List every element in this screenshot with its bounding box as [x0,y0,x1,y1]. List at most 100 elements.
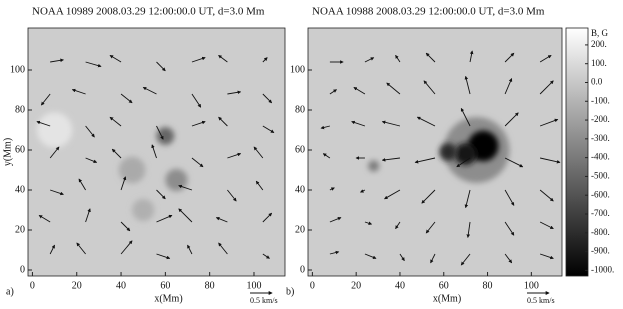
x-axis-label: x(Mm) [433,293,461,304]
colorbar-tick-label: -900. [591,246,610,256]
velocity-arrow [142,86,157,95]
velocity-arrow [329,217,342,223]
velocity-arrow [36,120,51,127]
y-tick-label: 60 [295,144,305,155]
velocity-arrow [156,214,173,223]
chart-title: NOAA 10989 2008.03.29 12:00:00.0 UT, d=3… [32,6,265,18]
y-tick-label: 80 [15,104,25,115]
velocity-arrow [359,189,366,193]
colorbar-tick-label: -500. [591,170,610,180]
velocity-arrow [329,187,335,191]
field-layer [320,50,561,266]
chart-title: NOAA 10988 2008.03.29 12:00:00.0 UT, d=3… [312,6,545,18]
velocity-arrow [156,189,166,200]
plot-background [28,28,285,276]
x-tick-label: 60 [439,280,449,291]
y-tick-label: 40 [295,184,305,195]
velocity-arrow [364,57,375,63]
panel-label: a) [6,286,14,297]
plot-frame [307,27,563,277]
velocity-arrow [78,178,86,191]
velocity-arrow [504,78,513,95]
velocity-arrow [191,93,202,108]
colorbar-tick-label: -700. [591,208,610,218]
velocity-arrow [111,148,122,159]
x-tick-label: 20 [72,280,82,291]
velocity-arrow [329,250,340,255]
plot-background [308,28,562,276]
x-tick-label: 0 [30,280,35,291]
velocity-arrow [381,157,401,162]
velocity-arrow [49,146,60,159]
velocity-arrow [504,253,513,264]
velocity-arrow [71,88,86,95]
velocity-arrow [504,112,519,127]
velocity-arrow [218,242,228,255]
scale-label: 0.5 km/s [250,296,278,305]
field-spot [118,156,146,184]
velocity-arrow [353,87,366,95]
velocity-arrow [504,221,515,236]
velocity-arrow [85,61,102,68]
velocity-arrow [320,125,331,130]
velocity-arrow [456,157,471,168]
y-tick-label: 0 [20,264,25,275]
velocity-arrow [504,189,515,206]
velocity-arrow [253,146,264,159]
velocity-arrow [399,253,405,262]
velocity-arrow [414,157,436,164]
plot-frame [27,27,286,277]
velocity-arrow [416,116,436,127]
velocity-arrow [156,253,171,260]
velocity-arrow [460,107,471,127]
velocity-arrow [227,189,237,202]
velocity-arrow [421,189,436,204]
velocity-arrow [423,80,436,95]
velocity-arrow [395,221,401,230]
velocity-arrow [120,240,133,255]
velocity-arrow [539,189,554,202]
velocity-arrow [50,189,64,196]
field-spot [454,143,477,165]
velocity-arrow [191,157,204,168]
velocity-arrow [178,208,193,223]
velocity-arrow [466,221,471,238]
y-axis-label: y(Mm) [2,138,13,166]
colorbar-tick-label: 200. [591,39,607,49]
velocity-arrow [215,217,228,223]
velocity-arrow [156,125,164,140]
colorbar-tick-label: -200. [591,114,610,124]
y-tick-label: 60 [15,144,25,155]
velocity-arrow [191,56,206,63]
x-tick-label: 80 [205,280,215,291]
velocity-arrow [539,253,554,260]
velocity-arrow [262,125,275,133]
colorbar-tick-label: -300. [591,133,610,143]
panel-label: b) [286,286,294,297]
velocity-arrow [364,221,373,225]
field-spot [132,198,155,222]
velocity-arrow [539,55,552,63]
velocity-arrow [425,52,436,63]
velocity-arrow [38,215,51,223]
field-spot [368,160,380,172]
x-tick-label: 60 [160,280,170,291]
x-tick-label: 0 [310,280,315,291]
velocity-arrow [227,90,242,95]
velocity-arrow [262,253,270,259]
velocity-arrow [85,208,91,223]
velocity-arrow [227,152,242,159]
x-tick-label: 20 [351,280,361,291]
velocity-arrow [120,221,131,232]
scale-label: 0.5 km/s [527,296,555,305]
velocity-arrow [351,120,366,127]
velocity-arrow [40,93,51,106]
velocity-arrow [364,253,377,259]
colorbar-tick-label: -1000. [591,264,614,274]
colorbar-title: B, G [591,28,609,38]
velocity-arrow [464,189,471,209]
colorbar [565,27,589,277]
x-tick-label: 40 [116,280,126,291]
velocity-arrow [322,153,331,159]
